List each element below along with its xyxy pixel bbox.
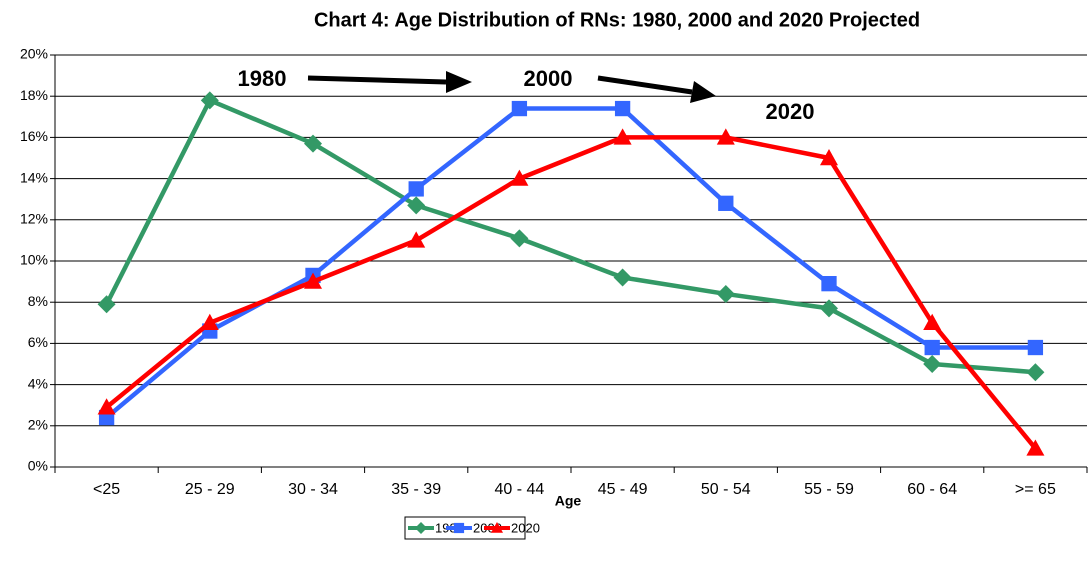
marker xyxy=(408,181,424,197)
arrow xyxy=(307,75,447,85)
x-tick-label: 35 - 39 xyxy=(391,481,441,498)
marker xyxy=(415,522,427,534)
marker xyxy=(1026,363,1045,382)
annotation: 2020 xyxy=(766,99,815,124)
y-tick-label: 14% xyxy=(20,169,48,185)
x-tick-label: <25 xyxy=(93,481,120,498)
marker xyxy=(613,268,632,287)
marker xyxy=(510,169,529,186)
marker xyxy=(718,195,734,211)
marker xyxy=(200,91,219,110)
marker xyxy=(614,100,631,117)
annotation: 1980 xyxy=(238,66,287,91)
marker xyxy=(923,355,942,373)
arrowhead xyxy=(690,81,716,103)
annotation: 2000 xyxy=(524,66,573,91)
y-tick-label: 12% xyxy=(20,211,48,227)
marker xyxy=(924,339,940,356)
series-line xyxy=(104,98,1036,375)
x-tick-label: 45 - 49 xyxy=(598,481,648,498)
y-tick-label: 2% xyxy=(28,417,48,433)
marker xyxy=(510,229,529,248)
marker xyxy=(304,272,322,289)
y-tick-label: 8% xyxy=(28,293,48,309)
marker xyxy=(97,398,116,415)
y-tick-label: 18% xyxy=(20,87,48,103)
series-line xyxy=(105,135,1038,450)
marker xyxy=(821,276,837,292)
chart-title: Chart 4: Age Distribution of RNs: 1980, … xyxy=(314,9,920,31)
marker xyxy=(407,231,426,248)
marker xyxy=(491,522,503,533)
y-tick-label: 20% xyxy=(20,46,48,62)
marker xyxy=(97,295,116,314)
y-tick-label: 4% xyxy=(28,375,48,391)
y-tick-label: 0% xyxy=(28,458,48,474)
legend-label: 2020 xyxy=(511,520,540,535)
marker xyxy=(304,134,322,153)
y-tick-label: 6% xyxy=(28,334,48,350)
marker xyxy=(200,313,219,330)
marker xyxy=(511,100,528,117)
arrow xyxy=(597,75,693,95)
y-tick-label: 16% xyxy=(20,128,48,144)
x-tick-label: 50 - 54 xyxy=(701,481,751,498)
arrowhead xyxy=(446,71,472,93)
x-tick-label: >= 65 xyxy=(1015,481,1056,498)
x-tick-label: 40 - 44 xyxy=(494,481,544,498)
marker xyxy=(716,128,735,145)
marker xyxy=(923,313,942,330)
x-tick-label: 60 - 64 xyxy=(907,481,957,498)
y-tick-label: 10% xyxy=(20,252,48,268)
x-tick-label: 30 - 34 xyxy=(288,481,338,498)
marker xyxy=(613,128,632,145)
marker xyxy=(1027,339,1044,356)
marker xyxy=(820,299,838,318)
x-tick-label: 25 - 29 xyxy=(185,481,235,498)
x-tick-label: 55 - 59 xyxy=(804,481,854,498)
marker xyxy=(407,196,426,215)
marker xyxy=(1026,439,1045,456)
x-axis-label: Age xyxy=(555,493,582,509)
marker xyxy=(716,284,735,303)
marker xyxy=(453,522,465,534)
marker xyxy=(820,149,838,166)
